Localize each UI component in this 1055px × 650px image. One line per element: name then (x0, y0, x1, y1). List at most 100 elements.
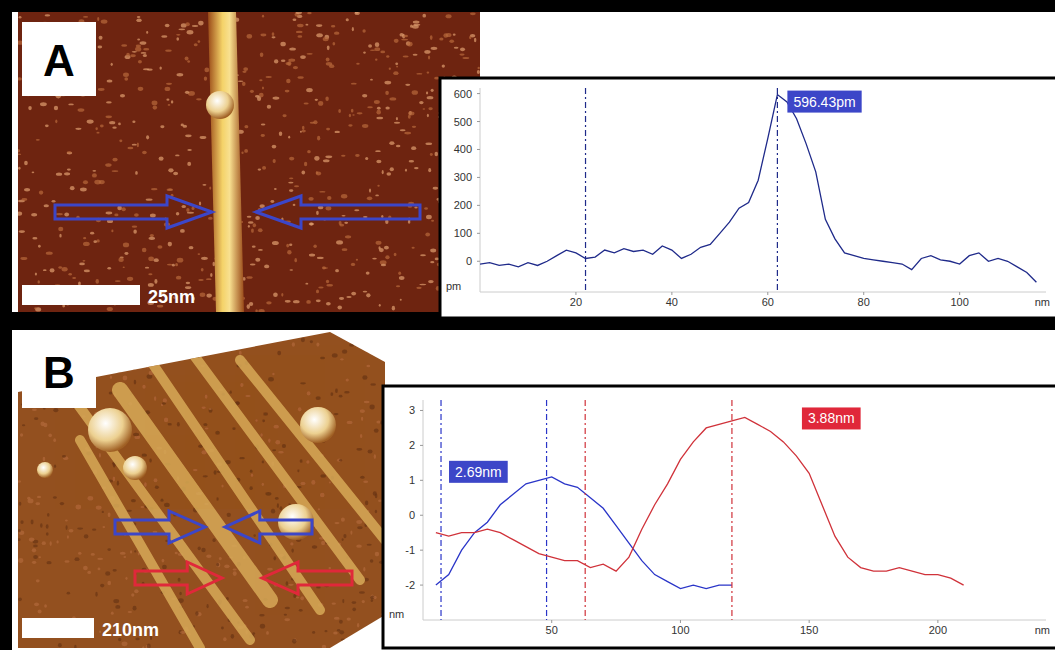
afm-texture (320, 474, 326, 477)
afm-texture (206, 278, 212, 280)
afm-texture (426, 92, 428, 95)
afm-texture (113, 569, 117, 572)
afm-texture (334, 617, 340, 620)
afm-texture (176, 37, 179, 40)
afm-texture (233, 571, 237, 576)
afm-texture (40, 523, 43, 527)
y-tick-label: 2 (409, 439, 415, 451)
afm-texture (127, 277, 133, 281)
afm-texture (287, 250, 291, 255)
afm-texture (326, 280, 329, 283)
x-tick-label: 40 (666, 296, 678, 308)
afm-texture (172, 264, 175, 267)
afm-texture (127, 510, 132, 512)
afm-texture (143, 48, 149, 51)
afm-texture (355, 343, 360, 345)
afm-texture (412, 247, 415, 249)
afm-texture (275, 497, 279, 500)
afm-texture (360, 476, 364, 479)
afm-texture (45, 124, 49, 127)
afm-image: B210nm (17, 331, 390, 650)
afm-texture (428, 56, 430, 60)
afm-texture (151, 188, 157, 190)
afm-texture (427, 114, 429, 118)
cursor-line (585, 88, 586, 292)
plot-area (480, 88, 1036, 292)
afm-texture (263, 412, 268, 415)
afm-texture (372, 626, 376, 630)
afm-texture (162, 559, 165, 563)
afm-texture (176, 276, 181, 280)
afm-texture (416, 287, 421, 289)
afm-texture (395, 63, 398, 66)
afm-texture (186, 282, 191, 284)
afm-texture (130, 338, 134, 341)
arrow (115, 511, 205, 543)
afm-texture (202, 184, 206, 186)
afm-texture (348, 124, 352, 126)
afm-texture (289, 244, 292, 247)
afm-texture (306, 88, 313, 92)
afm-texture (133, 606, 137, 611)
afm-texture (356, 448, 362, 451)
afm-texture (164, 503, 170, 507)
afm-texture (396, 285, 400, 287)
afm-texture (105, 571, 110, 575)
chart-box (440, 78, 1055, 318)
afm-texture (163, 398, 167, 402)
afm-texture (300, 459, 303, 463)
afm-texture (398, 272, 401, 275)
afm-texture (18, 211, 22, 215)
afm-texture (185, 56, 189, 60)
afm-texture (18, 538, 21, 541)
afm-texture (394, 253, 397, 257)
afm-texture (83, 180, 88, 184)
afm-texture (352, 601, 357, 604)
afm-texture (93, 240, 97, 243)
afm-texture (242, 71, 246, 73)
afm-texture (230, 391, 232, 394)
afm-texture (221, 627, 224, 630)
afm-texture (95, 592, 97, 597)
afm-texture (355, 12, 358, 14)
x-tick-label: 100 (950, 296, 968, 308)
afm-texture (151, 334, 156, 336)
afm-texture (365, 157, 368, 160)
afm-texture (405, 84, 410, 86)
afm-texture (318, 101, 323, 106)
afm-texture (427, 96, 434, 99)
afm-texture (320, 357, 325, 360)
afm-texture (154, 478, 158, 482)
afm-texture (64, 213, 69, 217)
afm-texture (247, 34, 253, 39)
afm-texture (97, 558, 103, 560)
afm-texture (261, 134, 265, 137)
afm-texture (313, 244, 316, 248)
afm-texture (400, 299, 402, 301)
y-tick-label: 1 (409, 474, 415, 486)
afm-texture (374, 47, 380, 51)
afm-texture (44, 204, 49, 207)
afm-texture (362, 94, 367, 97)
afm-texture (215, 431, 220, 435)
afm-texture (231, 634, 235, 639)
afm-texture (108, 334, 110, 338)
afm-texture (133, 338, 137, 340)
afm-texture (175, 552, 178, 554)
afm-texture (262, 86, 264, 89)
afm-texture (356, 63, 360, 65)
annotation: 3.88nm (808, 410, 855, 426)
afm-texture (175, 155, 179, 157)
afm-texture (284, 618, 290, 621)
afm-texture (99, 453, 101, 458)
afm-texture (223, 637, 226, 641)
y-tick (477, 233, 480, 234)
afm-texture (351, 83, 357, 85)
afm-texture (319, 191, 325, 193)
x-tick-label: 50 (546, 624, 558, 636)
afm-texture (112, 158, 117, 162)
afm-texture (132, 226, 138, 228)
afm-texture (209, 408, 212, 410)
afm-texture (87, 120, 94, 124)
afm-texture (446, 14, 452, 18)
